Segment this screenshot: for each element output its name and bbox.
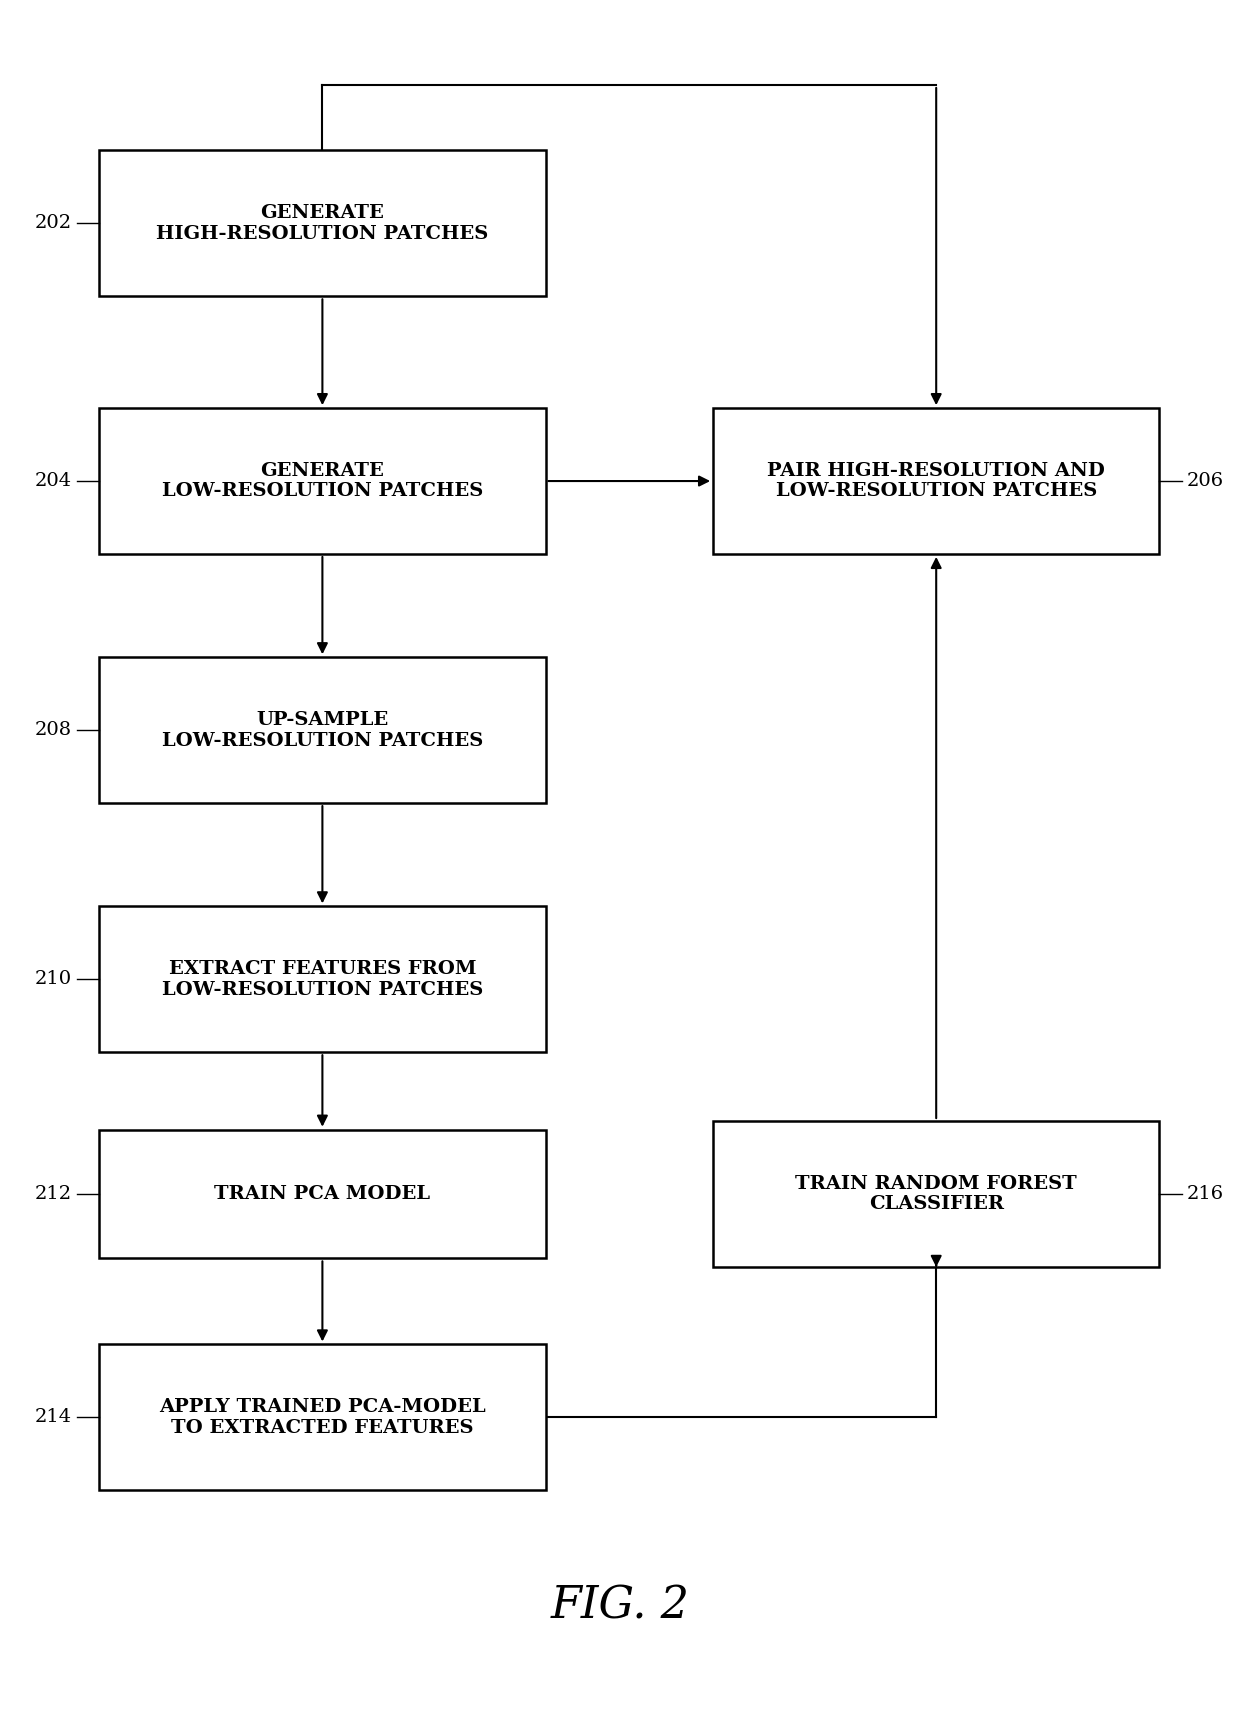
Text: 204: 204: [35, 472, 72, 490]
Text: UP-SAMPLE
LOW-RESOLUTION PATCHES: UP-SAMPLE LOW-RESOLUTION PATCHES: [161, 711, 484, 749]
Text: 216: 216: [1187, 1185, 1224, 1203]
Text: GENERATE
LOW-RESOLUTION PATCHES: GENERATE LOW-RESOLUTION PATCHES: [161, 462, 484, 500]
FancyBboxPatch shape: [99, 1343, 546, 1491]
Text: EXTRACT FEATURES FROM
LOW-RESOLUTION PATCHES: EXTRACT FEATURES FROM LOW-RESOLUTION PAT…: [161, 960, 484, 998]
FancyBboxPatch shape: [99, 151, 546, 295]
FancyBboxPatch shape: [99, 658, 546, 804]
FancyBboxPatch shape: [713, 1120, 1159, 1268]
FancyBboxPatch shape: [99, 907, 546, 1051]
FancyBboxPatch shape: [713, 409, 1159, 553]
Text: APPLY TRAINED PCA-MODEL
TO EXTRACTED FEATURES: APPLY TRAINED PCA-MODEL TO EXTRACTED FEA…: [159, 1398, 486, 1436]
Text: 210: 210: [35, 971, 72, 988]
Text: 208: 208: [35, 722, 72, 739]
Text: 202: 202: [35, 215, 72, 232]
Text: 206: 206: [1187, 472, 1224, 490]
Text: 214: 214: [35, 1409, 72, 1426]
FancyBboxPatch shape: [99, 409, 546, 553]
Text: PAIR HIGH-RESOLUTION AND
LOW-RESOLUTION PATCHES: PAIR HIGH-RESOLUTION AND LOW-RESOLUTION …: [768, 462, 1105, 500]
Text: 212: 212: [35, 1185, 72, 1203]
FancyBboxPatch shape: [99, 1130, 546, 1258]
Text: TRAIN RANDOM FOREST
CLASSIFIER: TRAIN RANDOM FOREST CLASSIFIER: [795, 1175, 1078, 1213]
Text: FIG. 2: FIG. 2: [551, 1584, 689, 1629]
Text: TRAIN PCA MODEL: TRAIN PCA MODEL: [215, 1185, 430, 1203]
Text: GENERATE
HIGH-RESOLUTION PATCHES: GENERATE HIGH-RESOLUTION PATCHES: [156, 204, 489, 242]
